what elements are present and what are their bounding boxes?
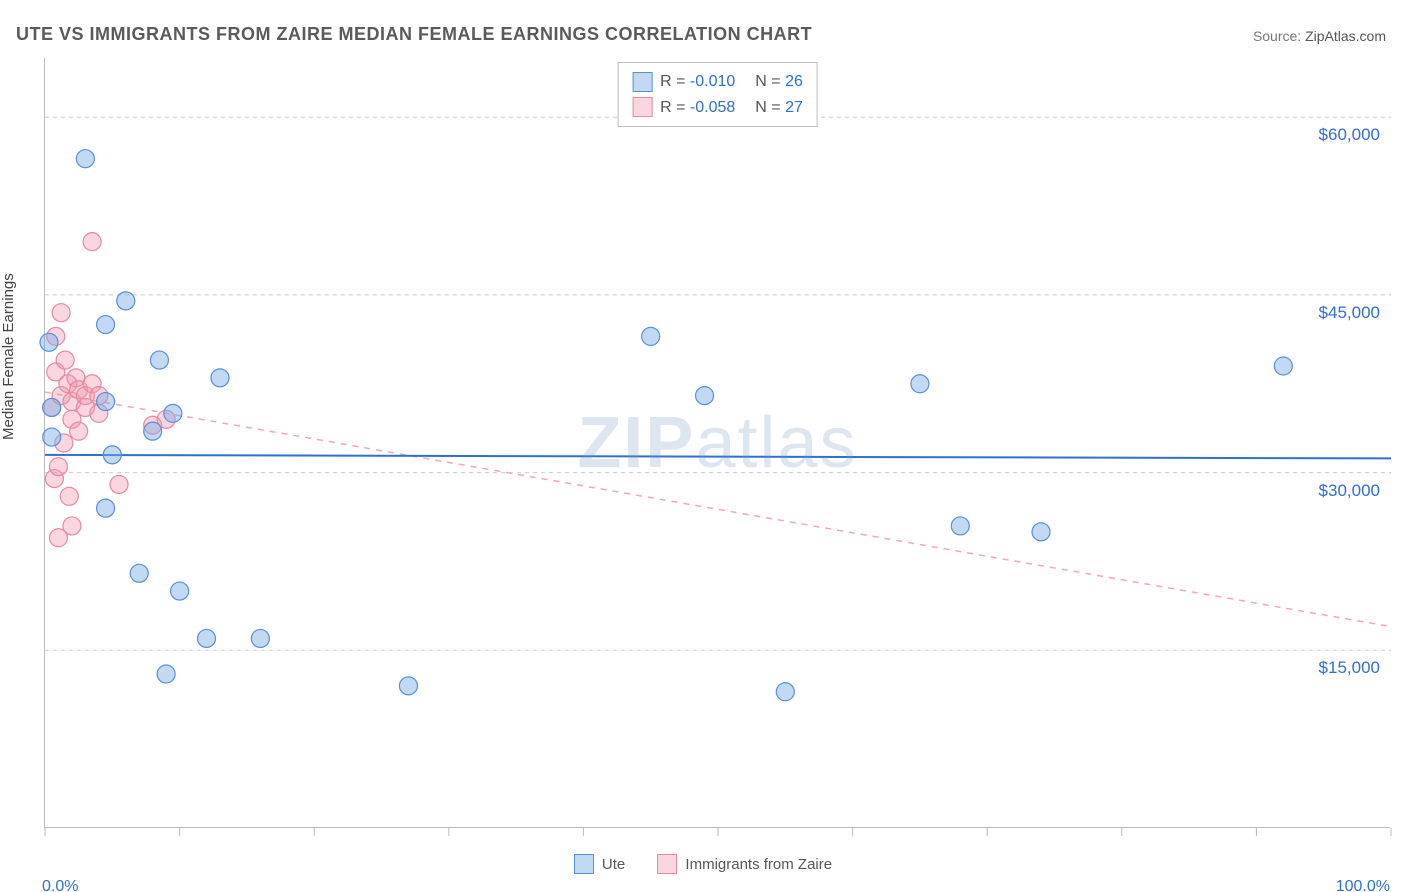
n-label: N = xyxy=(755,69,780,95)
n-value-zaire: 27 xyxy=(785,95,803,121)
chart-title: UTE VS IMMIGRANTS FROM ZAIRE MEDIAN FEMA… xyxy=(16,24,812,45)
legend-label-ute: Ute xyxy=(602,856,625,873)
legend-label-zaire: Immigrants from Zaire xyxy=(685,856,832,873)
source-value: ZipAtlas.com xyxy=(1305,28,1386,44)
scatter-chart: ZIPatlas $15,000$30,000$45,000$60,000 R … xyxy=(44,58,1390,828)
chart-svg xyxy=(45,58,1391,828)
series-legend: Ute Immigrants from Zaire xyxy=(0,854,1406,878)
x-max-label: 100.0% xyxy=(1336,878,1390,892)
y-tick-label: $30,000 xyxy=(1319,481,1380,501)
y-tick-label: $15,000 xyxy=(1319,658,1380,678)
r-value-zaire: -0.058 xyxy=(690,95,735,121)
x-min-label: 0.0% xyxy=(42,878,78,892)
legend-item-zaire: Immigrants from Zaire xyxy=(657,854,832,874)
correlation-legend-row-ute: R = -0.010 N = 26 xyxy=(632,69,803,95)
n-value-ute: 26 xyxy=(785,69,803,95)
source-label: Source: xyxy=(1253,28,1301,44)
correlation-legend-row-zaire: R = -0.058 N = 27 xyxy=(632,95,803,121)
source-attribution: Source: ZipAtlas.com xyxy=(1253,28,1386,44)
n-label: N = xyxy=(755,95,780,121)
swatch-ute-icon xyxy=(632,72,652,92)
y-axis-label: Median Female Earnings xyxy=(0,273,17,440)
swatch-zaire-icon xyxy=(632,97,652,117)
y-tick-label: $60,000 xyxy=(1319,125,1380,145)
r-value-ute: -0.010 xyxy=(690,69,735,95)
y-tick-label: $45,000 xyxy=(1319,303,1380,323)
legend-item-ute: Ute xyxy=(574,854,625,874)
r-label: R = xyxy=(660,95,685,121)
correlation-legend: R = -0.010 N = 26 R = -0.058 N = 27 xyxy=(617,62,818,127)
swatch-zaire-icon xyxy=(657,854,677,874)
swatch-ute-icon xyxy=(574,854,594,874)
r-label: R = xyxy=(660,69,685,95)
